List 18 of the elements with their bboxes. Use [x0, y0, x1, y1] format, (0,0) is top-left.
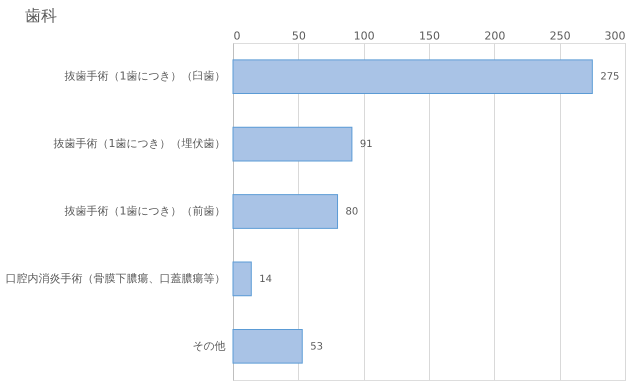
data-label: 53 [310, 341, 323, 352]
text: 歯科 [25, 6, 57, 25]
y-tick-label: 抜歯手術（1歯につき）（前歯） [64, 204, 226, 218]
data-label: 91 [360, 139, 373, 150]
y-tick-label: その他 [192, 339, 226, 352]
x-tick-label: 300 [604, 30, 626, 42]
x-tick-label: 100 [354, 30, 375, 42]
x-tick-label: 150 [419, 30, 440, 42]
data-label: 14 [259, 274, 272, 285]
y-tick-label: 抜歯手術（1歯につき）（臼歯） [64, 70, 226, 83]
x-tick-label: 0 [234, 30, 240, 42]
data-label: 80 [346, 206, 358, 218]
data-label: 275 [600, 72, 620, 83]
y-tick-label: 抜歯手術（1歯につき）（埋伏歯） [54, 137, 226, 150]
x-tick-label: 50 [292, 30, 306, 42]
y-tick-label: 口腔内消炎手術（骨膜下膿瘍、口蓋膿瘍等） [6, 272, 226, 285]
x-tick-label: 200 [484, 30, 506, 42]
x-tick-label: 250 [550, 30, 571, 42]
